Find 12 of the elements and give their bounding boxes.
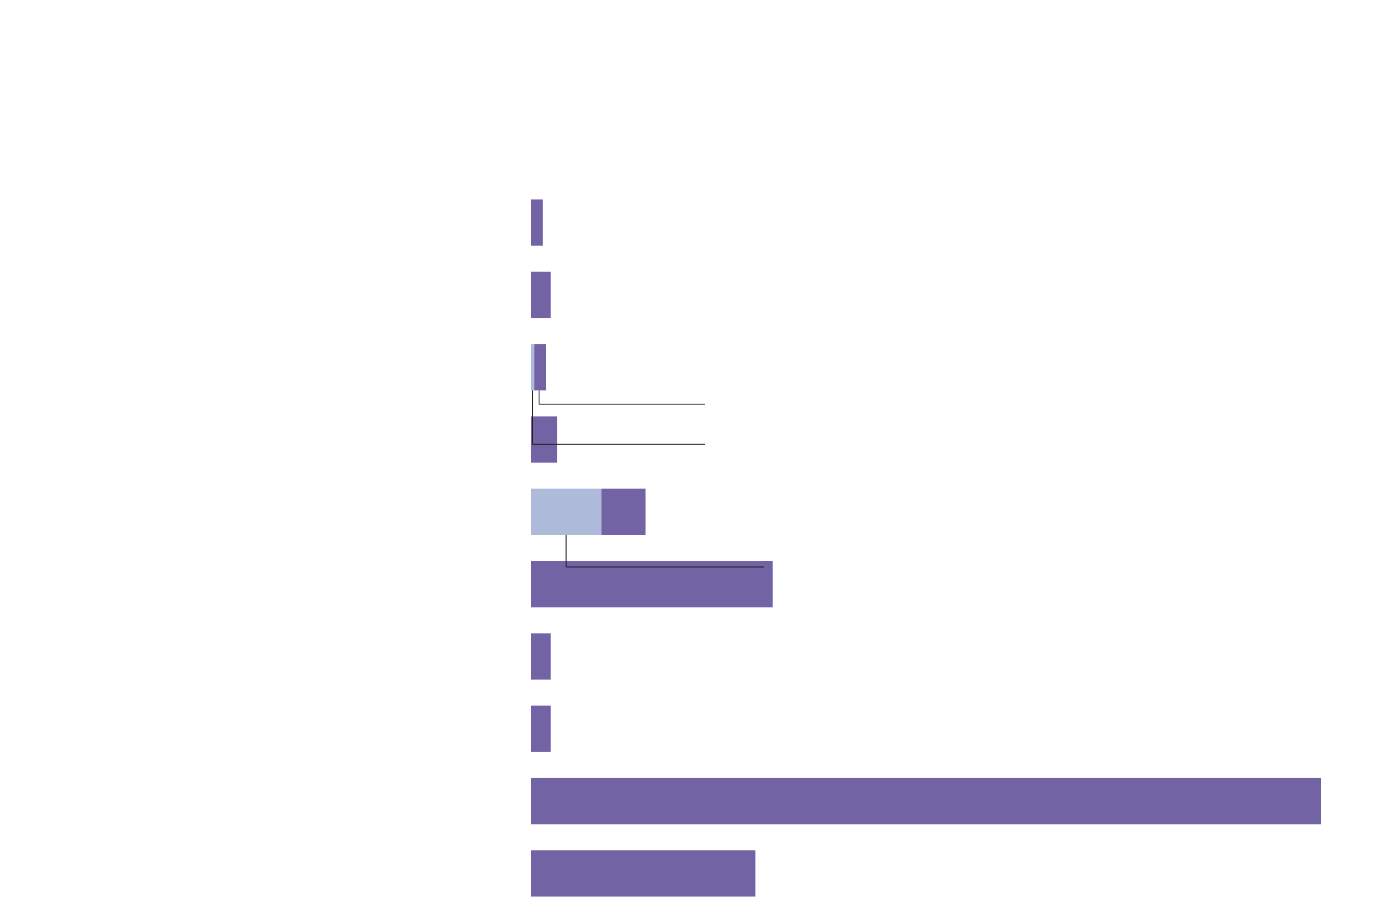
bar [531,561,773,608]
bar [531,633,551,680]
bar [531,705,551,752]
bar [531,271,551,319]
bar [531,488,602,535]
bar [531,850,756,897]
bar [531,777,1321,825]
bar [531,199,543,246]
bar [601,488,646,535]
bar [534,344,547,391]
bar [531,416,558,463]
bar [531,344,535,391]
